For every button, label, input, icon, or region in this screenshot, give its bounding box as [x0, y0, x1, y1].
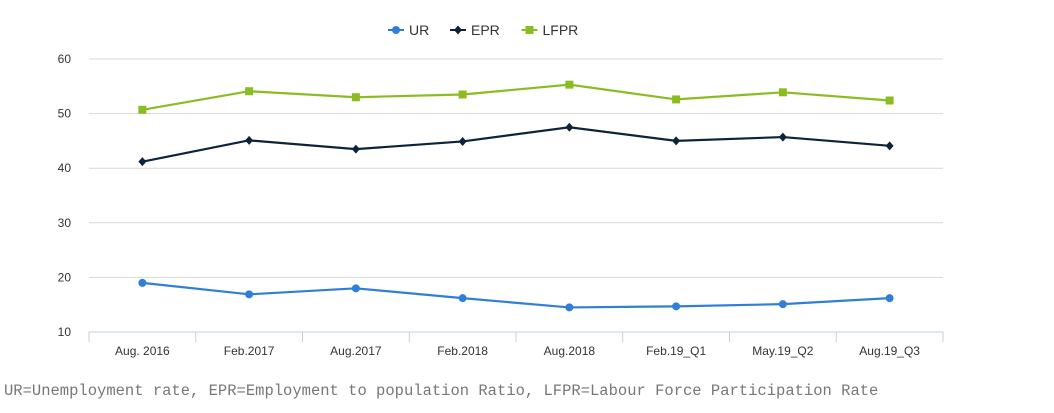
data-point-ur	[138, 278, 147, 287]
footnote: UR=Unemployment rate, EPR=Employment to …	[4, 382, 879, 400]
y-tick-label: 20	[58, 270, 72, 284]
x-tick-label: Aug.2017	[330, 344, 382, 358]
y-tick-label: 40	[58, 161, 72, 175]
series-line-epr	[142, 126, 890, 163]
legend-marker-lfpr	[525, 26, 534, 34]
x-tick-label: Feb.2018	[437, 344, 488, 358]
data-point-ur	[245, 290, 254, 299]
series-line-lfpr	[142, 83, 890, 111]
x-tick-label: Feb.2017	[224, 344, 275, 358]
data-point-epr	[458, 136, 467, 146]
data-point-epr	[138, 157, 147, 167]
data-point-ur	[458, 294, 467, 303]
data-point-lfpr	[778, 88, 787, 97]
x-tick-label: Aug. 2016	[115, 344, 170, 358]
y-tick-label: 30	[58, 216, 72, 230]
data-point-epr	[672, 136, 681, 146]
data-point-ur	[672, 302, 681, 311]
data-point-ur	[351, 284, 360, 293]
data-point-ur	[778, 300, 787, 309]
legend-label-ur: UR	[409, 22, 429, 38]
data-point-lfpr	[138, 105, 147, 114]
data-point-epr	[565, 122, 574, 132]
y-tick-label: 60	[58, 52, 72, 66]
data-point-lfpr	[458, 90, 467, 99]
data-point-lfpr	[885, 96, 894, 105]
data-point-epr	[885, 141, 894, 151]
legend-label-epr: EPR	[471, 22, 500, 38]
line-chart: 10 20 30 40 50 60 Aug. 2016 Feb.2017 Aug.2017 Feb…	[58, 22, 944, 358]
x-tick-label: May.19_Q2	[752, 344, 813, 358]
y-tick-label: 50	[58, 107, 72, 121]
x-tick-label: Feb.19_Q1	[646, 344, 706, 358]
x-tick-label: Aug.2018	[544, 344, 596, 358]
x-tick-label: Aug.19_Q3	[859, 344, 920, 358]
legend-marker-epr	[454, 25, 462, 35]
y-tick-label: 10	[58, 325, 72, 339]
data-point-lfpr	[672, 95, 681, 104]
legend-marker-ur	[392, 26, 400, 34]
series-line-ur	[142, 281, 890, 309]
data-point-epr	[245, 135, 254, 145]
data-point-lfpr	[245, 87, 254, 96]
data-point-epr	[351, 144, 360, 154]
data-point-ur	[885, 294, 894, 303]
data-point-lfpr	[565, 80, 574, 89]
data-point-lfpr	[351, 93, 360, 102]
data-point-ur	[565, 303, 574, 312]
data-point-epr	[778, 132, 787, 142]
legend-label-lfpr: LFPR	[543, 22, 579, 38]
